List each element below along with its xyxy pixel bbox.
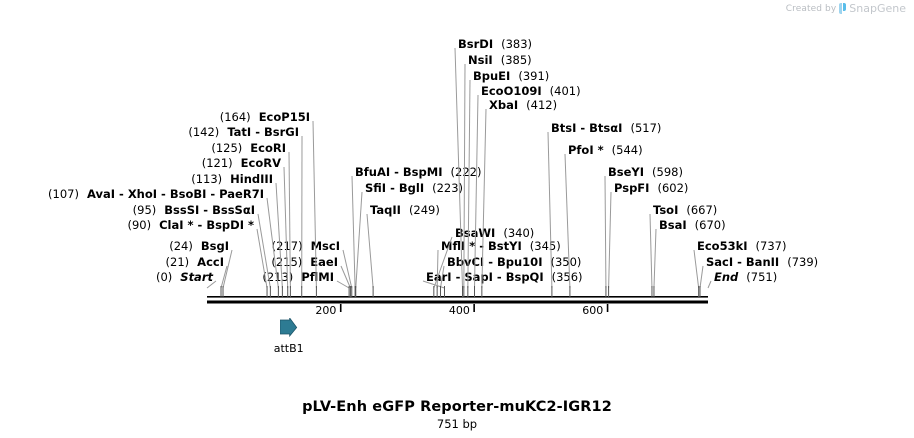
cut-site-tick <box>481 286 483 297</box>
restriction-site-label[interactable]: (24) BsgI <box>169 239 229 253</box>
cut-site-tick <box>467 286 469 297</box>
restriction-site-label[interactable]: BsaI (670) <box>659 218 726 232</box>
restriction-site-label[interactable]: BpuEI (391) <box>473 69 550 83</box>
cut-site-tick <box>349 286 351 297</box>
restriction-site-label[interactable]: (0) Start <box>155 270 213 284</box>
snapgene-watermark: Created by SnapGene <box>786 2 906 15</box>
cut-site-tick <box>355 286 357 297</box>
cut-site-tick <box>351 286 353 297</box>
cut-site-tick <box>699 286 701 297</box>
restriction-site-label[interactable]: (90) ClaI * - BspDI * <box>127 218 254 232</box>
ruler-tick-label: 200 <box>315 304 337 317</box>
restriction-site-label[interactable]: PfoI * (544) <box>568 143 643 157</box>
restriction-site-label[interactable]: End (751) <box>714 270 778 284</box>
feature-arrow-shape <box>280 318 298 337</box>
cut-site-tick <box>354 286 356 297</box>
ruler-tick <box>606 304 609 312</box>
cut-site-tick <box>698 286 700 297</box>
snapgene-logo-icon <box>839 3 846 14</box>
watermark-brand: SnapGene <box>849 2 906 15</box>
restriction-site-label[interactable]: TaqII (249) <box>370 203 440 217</box>
restriction-site-label[interactable]: (107) AvaI - XhoI - BsoBI - PaeR7I <box>48 187 264 201</box>
ruler-tick <box>473 304 475 312</box>
restriction-site-label[interactable]: Eco53kI (737) <box>697 239 787 253</box>
cut-site-tick <box>301 286 303 297</box>
cut-site-tick <box>222 286 224 297</box>
watermark-prefix: Created by <box>785 3 837 14</box>
cut-site-tick <box>551 286 553 297</box>
sequence-length: 751 bp <box>436 417 478 431</box>
restriction-site-label[interactable]: (95) BssSI - BssSαI <box>132 203 255 217</box>
cut-site-tick <box>348 286 350 297</box>
cut-site-tick <box>608 286 610 297</box>
restriction-site-label[interactable]: SfiI - BglI (223) <box>365 181 464 195</box>
cut-site-tick <box>289 286 291 297</box>
restriction-site-label[interactable]: (21) AccI <box>165 255 224 269</box>
restriction-site-label[interactable]: (121) EcoRV <box>201 156 281 170</box>
backbone-bottom-line <box>207 300 708 304</box>
cut-site-tick <box>433 286 435 297</box>
cut-site-tick <box>281 286 283 297</box>
feature-label-attB1: attB1 <box>273 342 304 355</box>
restriction-site-label[interactable]: BtsI - BtsαI (517) <box>551 121 662 135</box>
backbone-top-line <box>207 296 708 298</box>
restriction-site-label[interactable]: (113) HindIII <box>191 172 273 186</box>
restriction-site-label[interactable]: EcoO109I (401) <box>481 84 581 98</box>
cut-site-tick <box>651 286 653 297</box>
cut-site-tick <box>220 286 222 297</box>
feature-arrow-attB1[interactable] <box>280 318 301 337</box>
restriction-site-label[interactable]: NsiI (385) <box>468 53 532 67</box>
cut-site-tick <box>653 286 655 297</box>
cut-site-tick <box>605 286 607 297</box>
restriction-site-label[interactable]: SacI - BanII (739) <box>706 255 819 269</box>
cut-site-tick <box>462 286 464 297</box>
cut-site-tick <box>443 286 445 297</box>
cut-site-tick <box>287 286 289 297</box>
cut-site-tick <box>439 286 441 297</box>
restriction-site-label[interactable]: XbaI (412) <box>489 98 558 112</box>
page-title: pLV-Enh eGFP Reporter-muKC2-IGR12 <box>302 399 612 415</box>
cut-site-tick <box>436 286 438 297</box>
restriction-site-label[interactable]: (142) TatI - BsrGI <box>188 125 299 139</box>
cut-site-tick <box>569 286 571 297</box>
restriction-site-label[interactable]: PspFI (602) <box>614 181 689 195</box>
cut-site-tick <box>463 286 465 297</box>
ruler-tick-label: 600 <box>582 304 604 317</box>
cut-site-tick <box>266 286 268 297</box>
cut-site-tick <box>315 286 317 297</box>
restriction-site-label[interactable]: BsrDI (383) <box>458 37 533 51</box>
restriction-site-label[interactable]: TsoI (667) <box>653 203 718 217</box>
cut-site-tick <box>474 286 476 297</box>
ruler-tick-label: 400 <box>448 304 470 317</box>
cut-site-tick <box>372 286 374 297</box>
restriction-site-label[interactable]: (125) EcoRI <box>211 141 286 155</box>
cut-site-tick <box>269 286 271 297</box>
cut-site-tick <box>277 286 279 297</box>
restriction-site-label[interactable]: BseYI (598) <box>608 165 683 179</box>
restriction-site-label[interactable]: (164) EcoP15I <box>219 110 310 124</box>
ruler-tick <box>339 304 342 312</box>
